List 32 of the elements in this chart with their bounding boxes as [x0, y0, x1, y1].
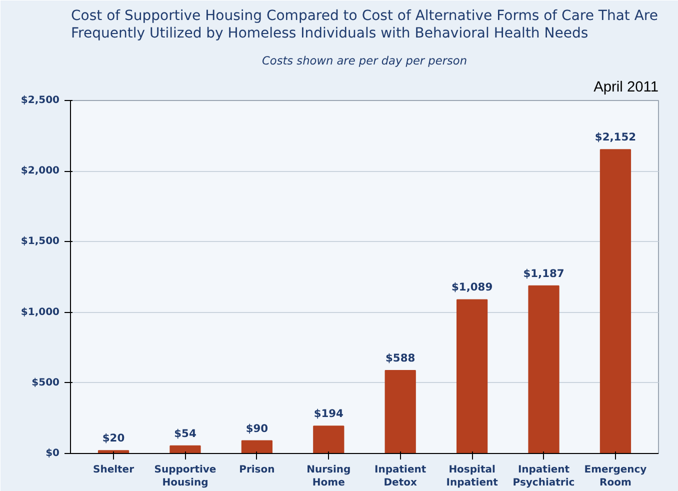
- x-tick-label: Emergency Room: [584, 464, 648, 489]
- bar: [241, 440, 272, 454]
- x-tick-label: Shelter: [93, 464, 134, 476]
- x-tick-label: Inpatient Psychiatric: [512, 464, 575, 489]
- data-label: $54: [174, 426, 196, 440]
- bar: [456, 299, 488, 454]
- bar: [528, 285, 560, 454]
- data-label: $1,187: [523, 266, 564, 280]
- data-label: $194: [314, 407, 344, 420]
- chart-title: Cost of Supportive Housing Compared to Cost of Alternative Forms of Care That Are Frequently Utilized by Homeless Individuals with Behavioral Health Needs: [71, 8, 658, 42]
- y-tick-label: $1,000: [20, 306, 60, 318]
- data-label: $1,089: [452, 280, 493, 294]
- y-tick-label: $2,000: [20, 166, 60, 177]
- text: April 2011: [594, 80, 659, 96]
- bar: [170, 445, 201, 454]
- data-label: $90: [246, 422, 268, 435]
- bar: [384, 370, 416, 454]
- y-tick-label: $1,500: [20, 236, 60, 248]
- x-tick-label: Supportive Housing: [154, 464, 216, 489]
- data-label: $20: [102, 432, 125, 445]
- x-tick-label: Inpatient Detox: [374, 464, 426, 489]
- bar: [600, 149, 632, 454]
- data-label: $2,152: [594, 130, 636, 144]
- y-tick-label: $0: [46, 448, 60, 459]
- y-tick-label: $500: [32, 377, 60, 388]
- x-tick-label: Hospital Inpatient: [446, 464, 498, 489]
- data-label: $588: [386, 351, 416, 364]
- chart-subtitle: Costs shown are per day per person: [262, 54, 468, 68]
- y-tick-label: $2,500: [20, 95, 60, 106]
- bar: [313, 426, 344, 454]
- x-tick-label: Nursing Home: [306, 464, 351, 489]
- x-tick-label: Prison: [239, 464, 275, 476]
